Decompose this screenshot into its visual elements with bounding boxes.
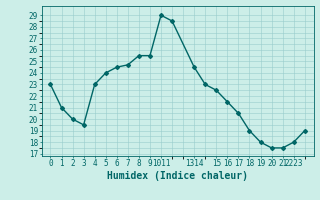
- X-axis label: Humidex (Indice chaleur): Humidex (Indice chaleur): [107, 171, 248, 181]
